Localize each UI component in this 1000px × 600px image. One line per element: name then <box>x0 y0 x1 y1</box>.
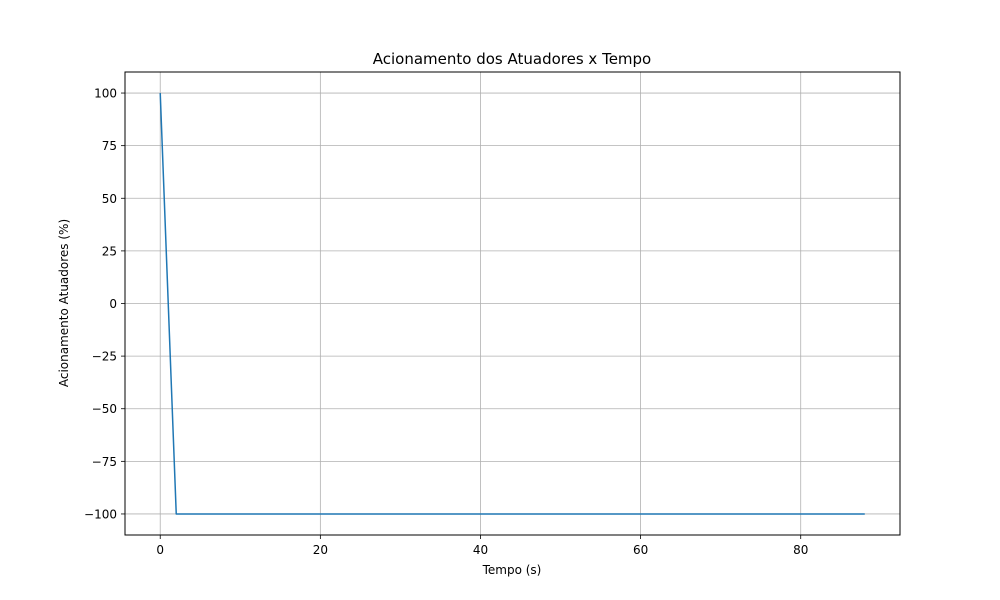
series-line-0 <box>159 93 865 515</box>
y-tick-label: −100 <box>84 507 117 521</box>
y-tick-label: 50 <box>102 192 117 206</box>
x-tick-label: 60 <box>633 543 648 557</box>
x-axis-label: Tempo (s) <box>482 563 542 577</box>
x-tick-label: 80 <box>793 543 808 557</box>
y-axis-ticks: 100 75 50 25 0 −25 −50 −75 −100 <box>84 87 125 521</box>
x-axis-ticks: 0 20 40 60 80 <box>156 535 808 557</box>
y-tick-label: 25 <box>102 244 117 258</box>
y-tick-label: 100 <box>94 87 117 101</box>
y-axis-label: Acionamento Atuadores (%) <box>57 219 71 387</box>
series-layer <box>159 93 865 515</box>
y-tick-label: −50 <box>92 402 117 416</box>
y-tick-label: 75 <box>102 139 117 153</box>
x-tick-label: 20 <box>313 543 328 557</box>
y-tick-label: 0 <box>109 297 117 311</box>
chart-title: Acionamento dos Atuadores x Tempo <box>373 50 651 68</box>
x-tick-label: 40 <box>473 543 488 557</box>
y-tick-label: −75 <box>92 455 117 469</box>
x-tick-label: 0 <box>156 543 164 557</box>
y-tick-label: −25 <box>92 350 117 364</box>
